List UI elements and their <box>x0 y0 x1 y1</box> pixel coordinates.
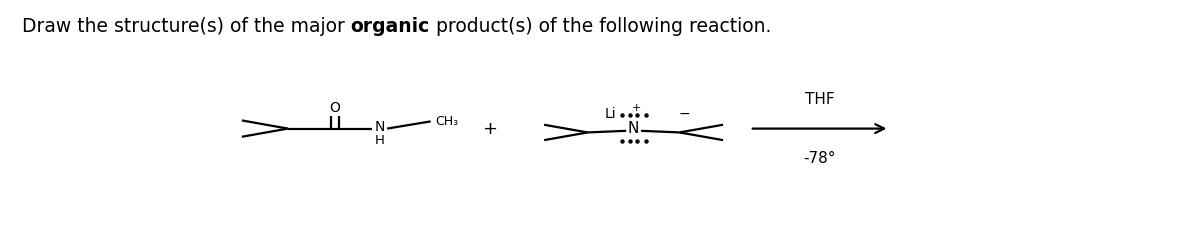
Text: +: + <box>631 103 641 113</box>
Text: Draw the structure(s) of the major: Draw the structure(s) of the major <box>22 17 350 36</box>
Text: product(s) of the following reaction.: product(s) of the following reaction. <box>430 17 772 36</box>
Text: organic: organic <box>350 17 430 36</box>
Text: O: O <box>330 101 341 115</box>
Text: −: − <box>679 107 690 121</box>
Text: CH₃: CH₃ <box>436 115 458 128</box>
Text: Li: Li <box>605 107 616 121</box>
Text: THF: THF <box>805 91 834 107</box>
Text: N: N <box>374 120 385 134</box>
Text: H: H <box>374 134 385 147</box>
Text: N: N <box>628 121 640 136</box>
Text: -78°: -78° <box>803 151 836 166</box>
Text: +: + <box>482 120 497 138</box>
